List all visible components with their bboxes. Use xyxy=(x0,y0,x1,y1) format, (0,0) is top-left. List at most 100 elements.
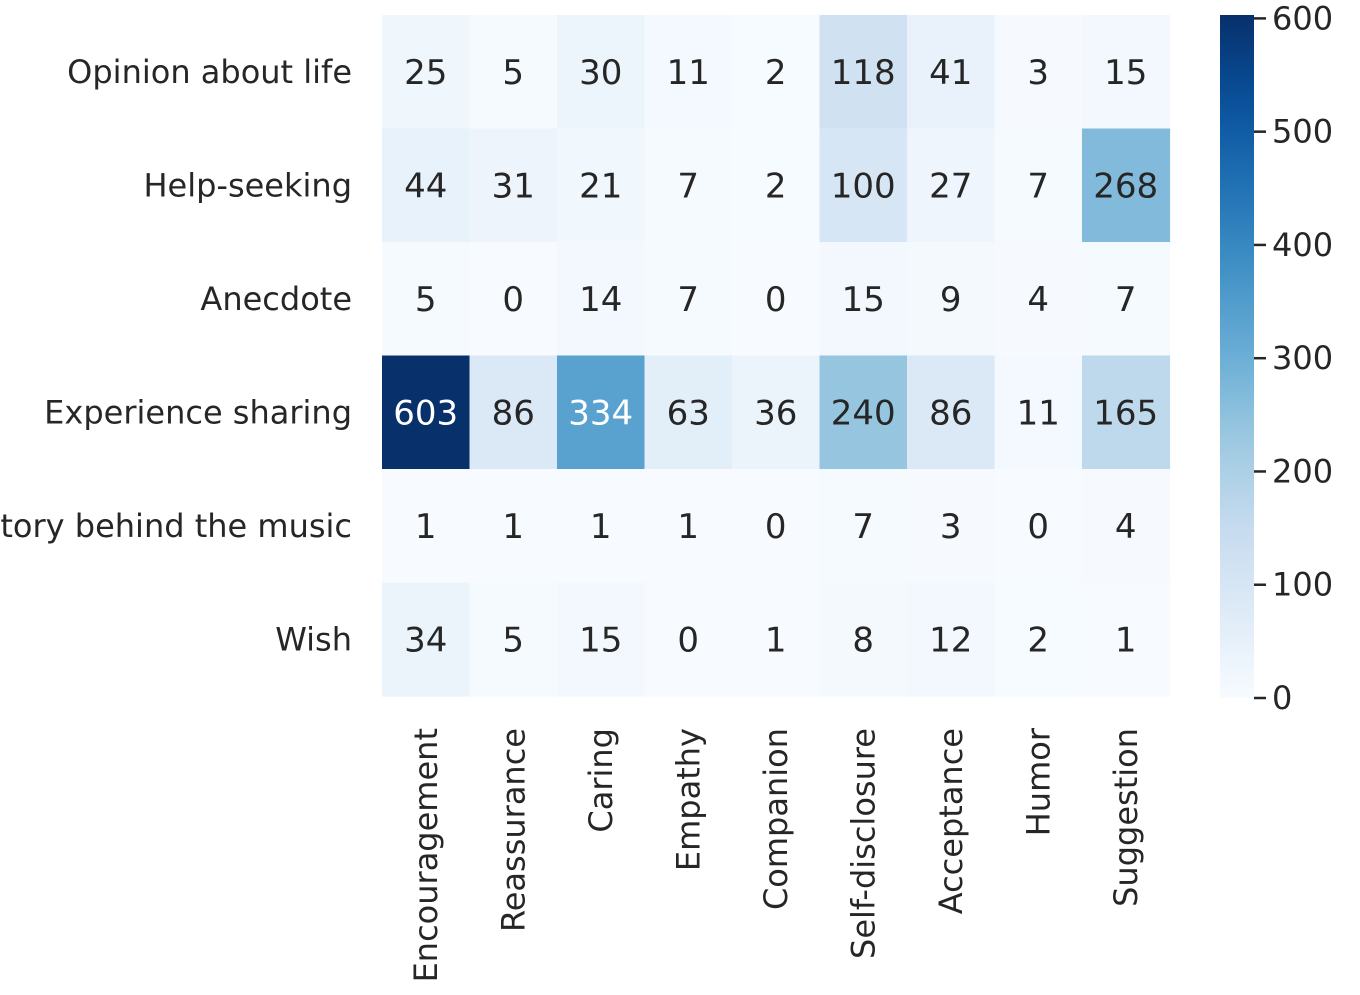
heatmap-cell-anecdote-encouragement xyxy=(382,242,471,357)
cell-value-label: 12 xyxy=(929,620,972,660)
column-label-encouragement: Encouragement xyxy=(407,728,445,982)
heatmap-cell-wish-caring xyxy=(557,582,646,697)
cell-value-label: 86 xyxy=(492,393,535,433)
cell-value-label: 11 xyxy=(667,53,710,93)
heatmap-cell-anecdote-caring xyxy=(557,242,646,357)
column-label-humor: Humor xyxy=(1019,727,1057,836)
cell-value-label: 0 xyxy=(502,280,524,320)
heatmap-cell-story-behind-the-music-humor xyxy=(994,469,1083,584)
heatmap-cell-wish-acceptance xyxy=(907,582,996,697)
cell-value-label: 11 xyxy=(1017,393,1060,433)
cell-value-label: 0 xyxy=(677,620,699,660)
cell-value-label: 44 xyxy=(404,166,447,206)
cell-value-label: 7 xyxy=(677,166,699,206)
heatmap-cell-opinion-about-life-caring xyxy=(557,15,646,130)
heatmap-cell-wish-companion xyxy=(732,582,821,697)
colorbar-tick-label: 0 xyxy=(1272,679,1292,717)
cell-value-label: 1 xyxy=(1115,620,1137,660)
cell-value-label: 9 xyxy=(940,280,962,320)
heatmap-cell-help-seeking-caring xyxy=(557,128,646,243)
colorbar-tick-label: 100 xyxy=(1272,566,1333,604)
column-label-acceptance: Acceptance xyxy=(932,728,970,914)
heatmap-cell-story-behind-the-music-companion xyxy=(732,469,821,584)
colorbar-tick-label: 300 xyxy=(1272,339,1333,377)
cell-value-label: 31 xyxy=(492,166,535,206)
cell-value-label: 0 xyxy=(765,507,787,547)
heatmap-cell-opinion-about-life-empathy xyxy=(644,15,733,130)
cell-value-label: 7 xyxy=(677,280,699,320)
heatmap-cell-wish-humor xyxy=(994,582,1083,697)
heatmap-cell-help-seeking-humor xyxy=(994,128,1083,243)
cell-value-label: 14 xyxy=(579,280,622,320)
heatmap-cell-experience-sharing-suggestion xyxy=(1082,355,1171,470)
column-label-reassurance: Reassurance xyxy=(494,728,532,932)
cell-value-label: 25 xyxy=(404,53,447,93)
cell-value-label: 36 xyxy=(754,393,797,433)
colorbar-tick-label: 200 xyxy=(1272,452,1333,490)
column-label-caring: Caring xyxy=(582,728,620,833)
heatmap-cell-opinion-about-life-acceptance xyxy=(907,15,996,130)
heatmap-cell-wish-reassurance xyxy=(469,582,558,697)
heatmap-cell-story-behind-the-music-acceptance xyxy=(907,469,996,584)
cell-value-label: 2 xyxy=(765,53,787,93)
cell-value-label: 100 xyxy=(831,166,896,206)
cell-value-label: 1 xyxy=(502,507,524,547)
cell-value-label: 21 xyxy=(579,166,622,206)
heatmap-cell-wish-suggestion xyxy=(1082,582,1171,697)
heatmap-cell-experience-sharing-humor xyxy=(994,355,1083,470)
heatmap-cell-anecdote-suggestion xyxy=(1082,242,1171,357)
heatmap-cell-story-behind-the-music-self-disclosure xyxy=(819,469,908,584)
column-label-suggestion: Suggestion xyxy=(1107,728,1145,907)
row-label-experience-sharing: Experience sharing xyxy=(44,393,352,431)
heatmap-cell-help-seeking-reassurance xyxy=(469,128,558,243)
row-label-help-seeking: Help-seeking xyxy=(143,166,352,204)
cell-value-label: 30 xyxy=(579,53,622,93)
heatmap-cell-opinion-about-life-encouragement xyxy=(382,15,471,130)
heatmap-cell-anecdote-acceptance xyxy=(907,242,996,357)
row-label-anecdote: Anecdote xyxy=(200,280,352,318)
heatmap-cell-opinion-about-life-companion xyxy=(732,15,821,130)
cell-value-label: 63 xyxy=(667,393,710,433)
heatmap-cell-story-behind-the-music-reassurance xyxy=(469,469,558,584)
heatmap-cell-anecdote-reassurance xyxy=(469,242,558,357)
cell-value-label: 15 xyxy=(579,620,622,660)
row-label-story-behind-the-music: Story behind the music xyxy=(0,507,352,545)
cell-value-label: 5 xyxy=(502,53,524,93)
heatmap-cell-anecdote-humor xyxy=(994,242,1083,357)
colorbar: 0 100 200 300 400 500 600 xyxy=(1220,0,1333,717)
cell-value-label: 165 xyxy=(1093,393,1158,433)
cell-value-label: 3 xyxy=(940,507,962,547)
heatmap-cell-experience-sharing-companion xyxy=(732,355,821,470)
heatmap-cell-help-seeking-encouragement xyxy=(382,128,471,243)
heatmap-cell-wish-self-disclosure xyxy=(819,582,908,697)
heatmap-cell-opinion-about-life-suggestion xyxy=(1082,15,1171,130)
heatmap-cell-experience-sharing-self-disclosure xyxy=(819,355,908,470)
cell-value-label: 334 xyxy=(568,393,633,433)
heatmap-cell-help-seeking-acceptance xyxy=(907,128,996,243)
cell-value-label: 86 xyxy=(929,393,972,433)
cell-value-label: 0 xyxy=(765,280,787,320)
colorbar-tick-label: 500 xyxy=(1272,113,1333,151)
colorbar-tick-label: 400 xyxy=(1272,226,1333,264)
cell-value-label: 15 xyxy=(1104,53,1147,93)
heatmap-cell-opinion-about-life-self-disclosure xyxy=(819,15,908,130)
cell-value-label: 1 xyxy=(415,507,437,547)
cell-value-label: 7 xyxy=(1115,280,1137,320)
cell-value-label: 2 xyxy=(765,166,787,206)
cell-value-label: 5 xyxy=(415,280,437,320)
colorbar-gradient xyxy=(1220,15,1254,698)
cell-value-label: 0 xyxy=(1027,507,1049,547)
heatmap-cell-story-behind-the-music-empathy xyxy=(644,469,733,584)
cell-value-label: 1 xyxy=(677,507,699,547)
cell-value-label: 603 xyxy=(393,393,458,433)
heatmap-cell-experience-sharing-caring xyxy=(557,355,646,470)
cell-value-label: 3 xyxy=(1027,53,1049,93)
heatmap-cell-help-seeking-suggestion xyxy=(1082,128,1171,243)
cell-value-label: 2 xyxy=(1027,620,1049,660)
row-label-opinion-about-life: Opinion about life xyxy=(67,53,352,91)
column-label-self-disclosure: Self-disclosure xyxy=(844,728,882,959)
cell-value-label: 34 xyxy=(404,620,447,660)
cell-value-label: 4 xyxy=(1027,280,1049,320)
